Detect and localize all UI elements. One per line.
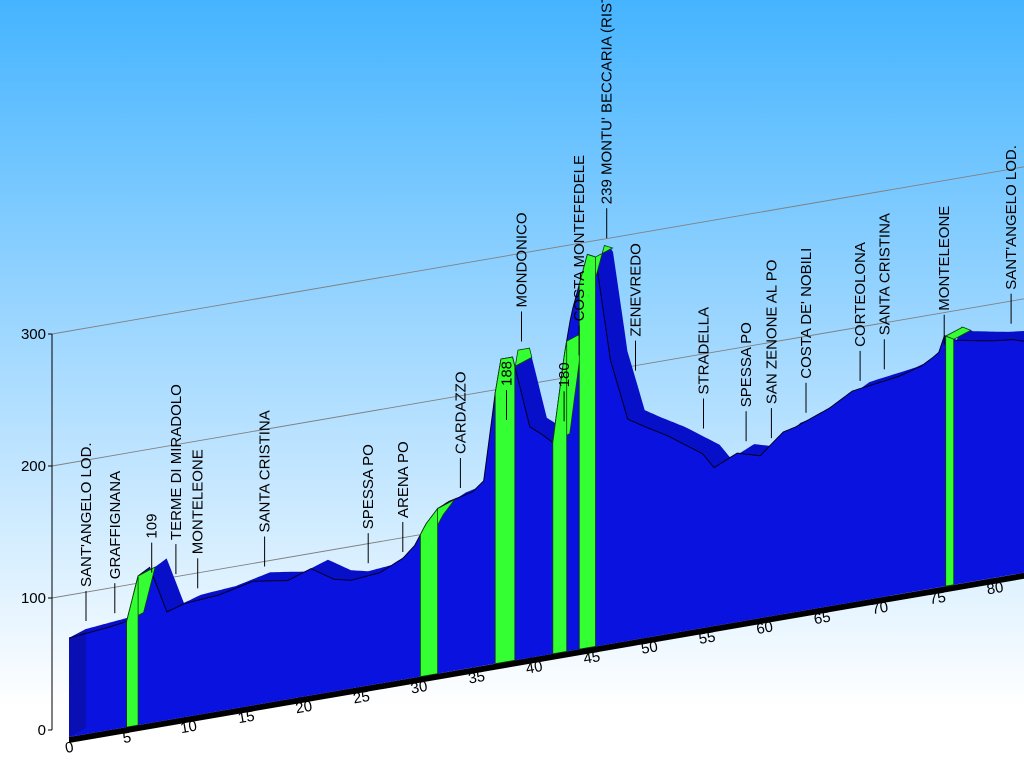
profile-top-surface <box>69 245 1024 638</box>
profile-left-face <box>69 629 86 737</box>
y-tick-label: 200 <box>21 458 46 475</box>
annotation-label: SAN ZENONE AL PO <box>763 260 780 405</box>
x-tick <box>932 588 938 594</box>
climb-face <box>945 335 955 587</box>
x-tick <box>529 657 535 664</box>
y-tick-label: 300 <box>21 326 46 343</box>
annotation-label: TERME DI MIRADOLO <box>168 384 185 540</box>
x-tick <box>183 716 189 723</box>
annotation-label: SANTA CRISTINA <box>876 213 893 335</box>
x-tick <box>587 647 592 654</box>
x-tick-label: 20 <box>294 698 313 718</box>
y-axis: 0 100 200 300 <box>21 326 53 739</box>
profile-front-face <box>69 254 1024 737</box>
x-tick-label: 70 <box>870 599 889 619</box>
climb-face <box>419 507 439 678</box>
x-tick <box>875 597 880 604</box>
x-tick-label: 40 <box>525 658 544 678</box>
climb-face <box>494 356 516 665</box>
x-tick-label: 45 <box>582 648 601 668</box>
x-tick <box>126 726 131 733</box>
x-tick <box>68 736 74 743</box>
x-axis: 0 5 10 15 20 25 30 35 40 45 50 55 60 65 70 75 80 <box>64 578 1005 757</box>
annotation-label: SPESSA PO <box>360 444 377 529</box>
annotation-label: SANT'ANGELO LOD. <box>1003 145 1020 290</box>
climb-face <box>578 254 596 650</box>
annotation-label: STRADELLA <box>696 307 713 395</box>
x-tick <box>299 697 304 703</box>
annotation-label: GRAFFIGNANA <box>107 471 124 579</box>
x-tick <box>241 706 247 713</box>
annotation-label: MONTELEONE <box>190 449 207 554</box>
annotation-label: COSTA MONTEFEDELE <box>571 155 588 321</box>
baseline-strip <box>69 572 1024 743</box>
annotation-label: 239 MONTU' BECCARIA (RISTORO) <box>599 0 616 204</box>
annotation-label: 180 <box>556 362 573 387</box>
climb-face <box>552 341 568 655</box>
annotation-label: SANTA CRISTINA <box>257 410 274 532</box>
x-tick-label: 75 <box>928 589 947 609</box>
x-tick <box>414 677 419 683</box>
x-tick-label: 50 <box>640 638 659 658</box>
x-tick <box>759 617 765 624</box>
x-tick <box>356 687 362 693</box>
climb-face <box>126 575 139 728</box>
annotations: SANT'ANGELO LOD. GRAFFIGNANA 109 TERME DI M… <box>78 0 1020 621</box>
profile-outline <box>68 253 1024 639</box>
annotation-label: ARENA PO <box>395 441 412 518</box>
x-tick-label: 35 <box>467 668 486 688</box>
x-tick-label: 10 <box>179 718 198 738</box>
x-tick-label: 15 <box>237 708 256 728</box>
annotation-label: MONDONICO <box>514 213 531 308</box>
annotation-label: 109 <box>144 514 161 539</box>
annotation-label: ZENEVREDO <box>628 243 645 336</box>
x-tick-label: 55 <box>697 628 716 648</box>
x-tick-label: 5 <box>121 729 132 747</box>
x-tick-label: 0 <box>64 739 75 757</box>
x-tick-label: 60 <box>755 618 774 638</box>
annotation-label: SANT'ANGELO LOD. <box>78 442 95 587</box>
climb-segments <box>125 245 972 728</box>
x-tick <box>990 578 995 584</box>
x-tick <box>471 667 477 673</box>
annotation-label: 188 <box>499 361 516 386</box>
y-tick-label: 0 <box>38 722 46 739</box>
x-tick-label: 30 <box>409 678 428 698</box>
y-tick-label: 100 <box>21 590 46 607</box>
x-tick-label: 25 <box>352 688 371 708</box>
x-tick-label: 80 <box>985 579 1004 599</box>
grid-line <box>51 166 1024 335</box>
annotation-label: CORTEOLONA <box>852 242 869 347</box>
annotation-label: COSTA DE' NOBILI <box>798 248 815 379</box>
x-tick <box>702 627 707 634</box>
ground-base <box>69 572 1024 743</box>
annotation-label: CARDAZZO <box>452 372 469 455</box>
profile-area <box>68 245 1024 737</box>
annotation-label: MONTELEONE <box>936 206 953 311</box>
x-tick <box>817 607 823 614</box>
x-tick-label: 65 <box>813 609 832 629</box>
x-tick <box>644 637 650 644</box>
annotation-label: SPESSA PO <box>738 322 755 407</box>
